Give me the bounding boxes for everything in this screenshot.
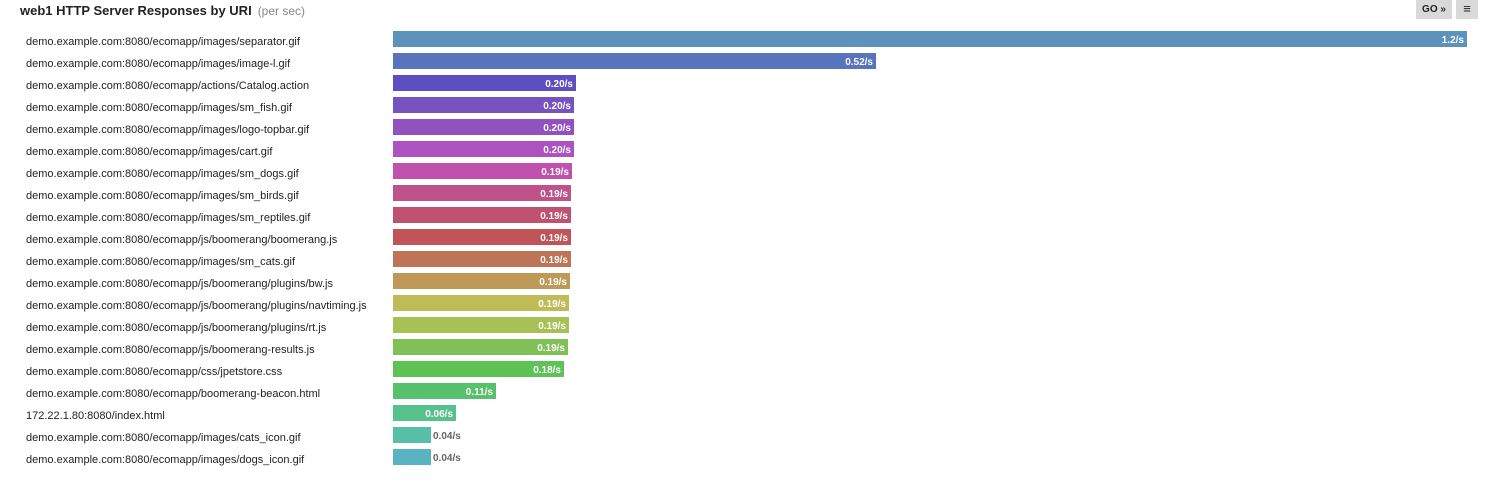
category-label: demo.example.com:8080/ecomapp/images/sm_… xyxy=(26,102,292,114)
bar[interactable] xyxy=(393,273,570,289)
bar[interactable] xyxy=(393,141,574,157)
bar-value-label: 0.20/s xyxy=(543,123,571,134)
category-label: 172.22.1.80:8080/index.html xyxy=(26,410,165,422)
category-label: demo.example.com:8080/ecomapp/js/boomera… xyxy=(26,322,327,334)
bar[interactable] xyxy=(393,163,572,179)
bar[interactable] xyxy=(393,53,876,69)
bar[interactable] xyxy=(393,405,456,421)
category-label: demo.example.com:8080/ecomapp/images/sep… xyxy=(26,36,300,48)
category-label: demo.example.com:8080/ecomapp/images/ima… xyxy=(26,58,291,70)
category-label: demo.example.com:8080/ecomapp/images/sm_… xyxy=(26,190,299,202)
bar-value-label: 0.19/s xyxy=(539,277,567,288)
bar-value-label: 0.06/s xyxy=(425,409,453,420)
category-label: demo.example.com:8080/ecomapp/images/sm_… xyxy=(26,256,296,268)
category-label: demo.example.com:8080/ecomapp/images/cat… xyxy=(26,432,301,444)
category-label: demo.example.com:8080/ecomapp/images/dog… xyxy=(26,454,305,466)
bar[interactable] xyxy=(393,207,571,223)
bar-value-label: 0.20/s xyxy=(545,79,573,90)
bar[interactable] xyxy=(393,185,571,201)
category-label: demo.example.com:8080/ecomapp/boomerang-… xyxy=(26,388,321,400)
bar[interactable] xyxy=(393,97,574,113)
category-label: demo.example.com:8080/ecomapp/images/sm_… xyxy=(26,168,299,180)
bar-value-label: 0.19/s xyxy=(540,255,568,266)
bar-value-label: 0.19/s xyxy=(541,167,569,178)
bar[interactable] xyxy=(393,295,569,311)
category-label: demo.example.com:8080/ecomapp/images/car… xyxy=(26,146,273,158)
category-label: demo.example.com:8080/ecomapp/images/log… xyxy=(26,124,310,136)
bar-value-label: 0.11/s xyxy=(466,387,494,398)
bar[interactable] xyxy=(393,119,574,135)
category-label: demo.example.com:8080/ecomapp/js/boomera… xyxy=(26,234,338,246)
bar[interactable] xyxy=(393,449,431,465)
bar[interactable] xyxy=(393,251,571,267)
chart-title-text: web1 HTTP Server Responses by URI xyxy=(20,3,252,18)
bar-value-label: 0.19/s xyxy=(538,299,566,310)
bar[interactable] xyxy=(393,317,569,333)
bar-value-label: 0.04/s xyxy=(433,453,461,464)
bar-value-label: 0.19/s xyxy=(540,233,568,244)
bar[interactable] xyxy=(393,383,496,399)
bar[interactable] xyxy=(393,229,571,245)
bar-value-label: 0.52/s xyxy=(845,57,873,68)
category-label: demo.example.com:8080/ecomapp/images/sm_… xyxy=(26,212,311,224)
category-label: demo.example.com:8080/ecomapp/actions/Ca… xyxy=(26,80,310,92)
category-label: demo.example.com:8080/ecomapp/js/boomera… xyxy=(26,300,367,312)
bar[interactable] xyxy=(393,339,568,355)
bar[interactable] xyxy=(393,427,431,443)
go-button[interactable]: GO » xyxy=(1416,0,1452,19)
bar-value-label: 0.20/s xyxy=(543,101,571,112)
bar-value-label: 0.04/s xyxy=(433,431,461,442)
bar[interactable] xyxy=(393,75,576,91)
bar-value-label: 0.18/s xyxy=(533,365,561,376)
category-label: demo.example.com:8080/ecomapp/js/boomera… xyxy=(26,278,333,290)
category-label: demo.example.com:8080/ecomapp/css/jpetst… xyxy=(26,366,283,378)
bar-value-label: 0.19/s xyxy=(537,343,565,354)
chart-subtitle: (per sec) xyxy=(257,4,306,18)
bar-value-label: 1.2/s xyxy=(1442,35,1465,46)
chart-header: web1 HTTP Server Responses by URI (per se… xyxy=(0,0,1494,24)
bar-value-label: 0.19/s xyxy=(540,189,568,200)
menu-icon[interactable]: ≡ xyxy=(1456,0,1478,19)
bar-value-label: 0.19/s xyxy=(540,211,568,222)
bar-value-label: 0.19/s xyxy=(538,321,566,332)
bar[interactable] xyxy=(393,31,1467,47)
bar-value-label: 0.20/s xyxy=(543,145,571,156)
category-label: demo.example.com:8080/ecomapp/js/boomera… xyxy=(26,344,315,356)
bar[interactable] xyxy=(393,361,564,377)
chart-title: web1 HTTP Server Responses by URI (per se… xyxy=(20,3,305,18)
